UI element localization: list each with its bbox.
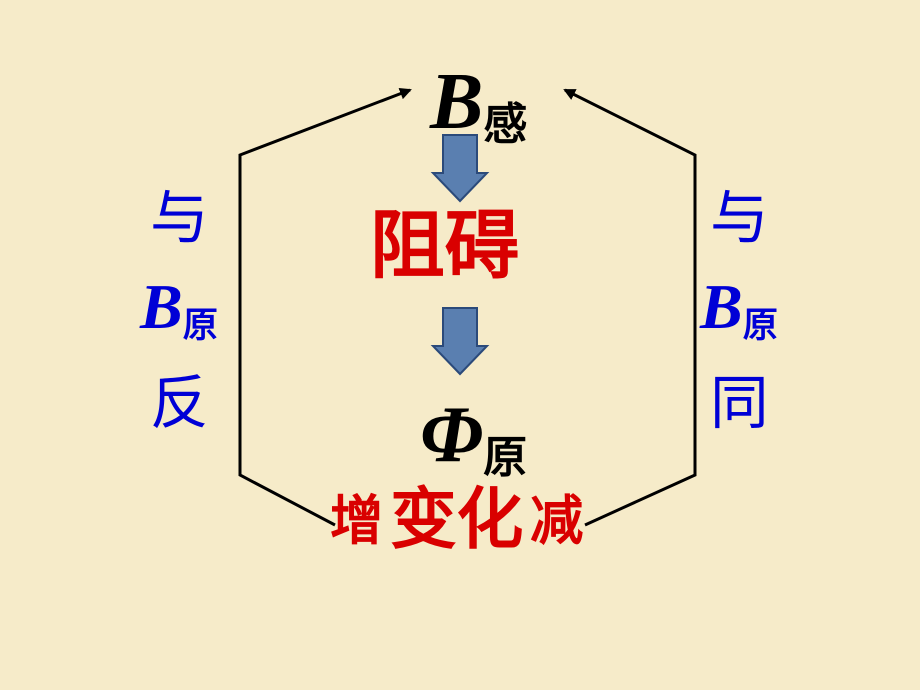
- symbol-Phi: Φ: [420, 391, 483, 479]
- symbol-B: B: [430, 58, 483, 146]
- node-right-B-original: B原: [700, 275, 778, 339]
- node-top-B-induced: B感: [430, 62, 527, 142]
- node-bottom-increase: 增: [330, 495, 383, 548]
- node-bottom-decrease: 减: [530, 495, 583, 548]
- subscript-original-left: 原: [183, 306, 218, 345]
- node-right-with: 与: [710, 190, 769, 249]
- subscript-original: 原: [483, 433, 527, 482]
- symbol-B-left: B: [140, 271, 183, 342]
- node-right-same: 同: [710, 375, 769, 434]
- diagram-stage: B感 阻碍 Φ原 变化 增 减 与 B原 反 与 B原 同: [0, 0, 920, 690]
- node-center-obstruct: 阻碍: [370, 210, 519, 285]
- node-left-B-original: B原: [140, 275, 218, 339]
- node-bottom-change: 变化: [390, 488, 523, 555]
- node-phi-original: Φ原: [420, 395, 527, 475]
- node-left-opposite: 反: [150, 375, 209, 434]
- subscript-original-right: 原: [743, 306, 778, 345]
- node-left-with: 与: [150, 190, 209, 249]
- symbol-B-right: B: [700, 271, 743, 342]
- subscript-induced: 感: [483, 100, 527, 149]
